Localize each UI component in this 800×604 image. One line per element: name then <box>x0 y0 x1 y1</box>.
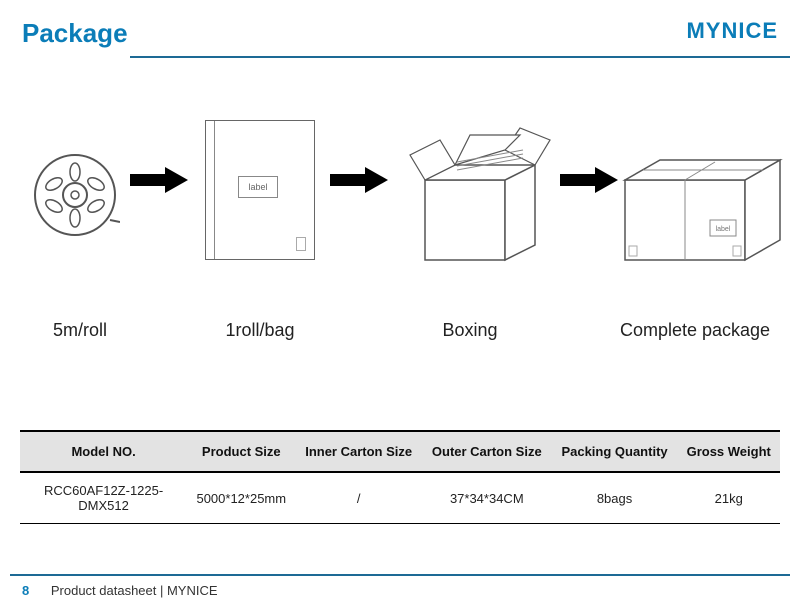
col-weight: Gross Weight <box>677 431 780 472</box>
stage-reel <box>30 150 120 240</box>
arrow-icon <box>560 165 620 195</box>
box-label: label <box>716 226 731 233</box>
cell-model: RCC60AF12Z-1225-DMX512 <box>20 472 187 524</box>
cell-product-size: 5000*12*25mm <box>187 472 295 524</box>
header-divider <box>130 56 790 58</box>
table-header-row: Model NO. Product Size Inner Carton Size… <box>20 431 780 472</box>
table-row: RCC60AF12Z-1225-DMX512 5000*12*25mm / 37… <box>20 472 780 524</box>
footer: 8 Product datasheet | MYNICE <box>22 583 218 598</box>
caption-complete: Complete package <box>595 320 795 341</box>
footer-text: Product datasheet | MYNICE <box>51 583 218 598</box>
bag-label: label <box>238 176 278 198</box>
stage-boxing <box>395 110 555 270</box>
spec-table: Model NO. Product Size Inner Carton Size… <box>20 430 780 524</box>
page-number: 8 <box>22 583 29 598</box>
col-outer: Outer Carton Size <box>422 431 552 472</box>
caption-bag: 1roll/bag <box>195 320 325 341</box>
bag-icon: label <box>205 120 315 260</box>
col-packing: Packing Quantity <box>552 431 678 472</box>
footer-divider <box>10 574 790 576</box>
cell-packing: 8bags <box>552 472 678 524</box>
reel-icon <box>30 150 120 240</box>
closed-box-icon: label <box>615 140 785 270</box>
stage-bag: label <box>205 120 315 260</box>
col-inner: Inner Carton Size <box>295 431 422 472</box>
stage-complete: label <box>615 140 785 270</box>
caption-boxing: Boxing <box>410 320 530 341</box>
cell-outer: 37*34*34CM <box>422 472 552 524</box>
cell-weight: 21kg <box>677 472 780 524</box>
cell-inner: / <box>295 472 422 524</box>
col-product-size: Product Size <box>187 431 295 472</box>
arrow-icon <box>130 165 190 195</box>
arrow-icon <box>330 165 390 195</box>
open-box-icon <box>395 110 555 270</box>
page-title: Package <box>22 18 128 49</box>
brand-logo: MYNICE <box>686 18 778 44</box>
col-model: Model NO. <box>20 431 187 472</box>
bag-mark <box>296 237 306 251</box>
caption-reel: 5m/roll <box>30 320 130 341</box>
package-diagram: label label <box>0 110 800 310</box>
